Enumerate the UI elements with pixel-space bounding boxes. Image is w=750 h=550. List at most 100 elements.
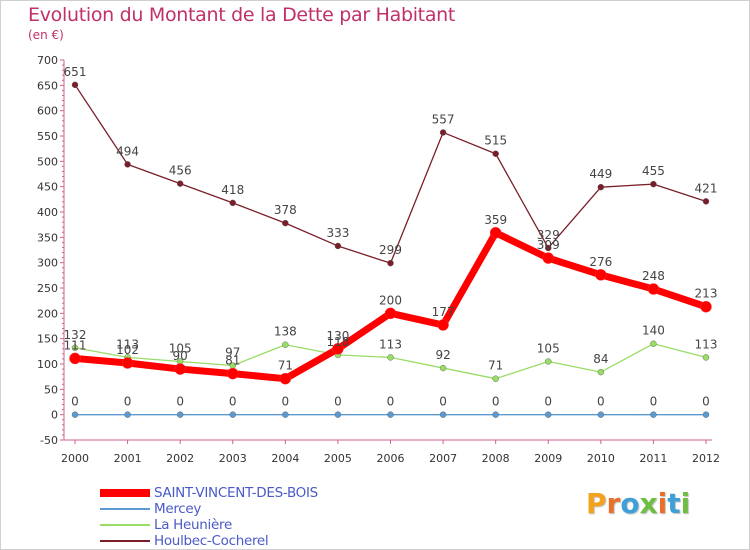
- data-point: [492, 411, 499, 418]
- axes: -50 0 50 100 150 200 250 300 350 400 450 500 550 600 6…: [37, 54, 720, 465]
- chart-title: Evolution du Montant de la Dette par Hab…: [28, 4, 456, 26]
- x-tick-label: 2005: [324, 452, 352, 465]
- y-tick-label: 550: [37, 130, 58, 143]
- data-label: 90: [173, 349, 188, 363]
- x-tick-label: 2002: [166, 452, 194, 465]
- y-tick-label: 350: [37, 231, 58, 244]
- data-point: [702, 354, 710, 361]
- data-label: 0: [124, 395, 132, 409]
- data-point: [69, 352, 81, 365]
- y-tick-label: 600: [37, 105, 58, 118]
- legend-swatch: [100, 489, 150, 497]
- data-point: [489, 227, 502, 239]
- data-point: [229, 199, 236, 207]
- x-tick-label: 2001: [114, 452, 142, 465]
- x-tick-label: 2011: [639, 452, 667, 465]
- legend-label: La Heunière: [154, 517, 232, 533]
- legend-item: Mercey: [100, 501, 400, 517]
- data-point: [542, 252, 554, 264]
- proxiti-logo: Proxiti: [586, 487, 691, 520]
- data-label: 309: [537, 238, 560, 252]
- legend-item: SAINT-VINCENT-DES-BOIS: [100, 485, 400, 501]
- y-tick-label: 250: [37, 282, 58, 295]
- data-label: 92: [435, 348, 450, 362]
- data-label: 71: [488, 359, 503, 373]
- data-label: 113: [695, 337, 718, 351]
- data-label: 456: [169, 164, 192, 178]
- legend-item: Houlbec-Cocherel: [100, 533, 400, 549]
- data-label: 299: [379, 243, 402, 257]
- y-tick-label: 50: [44, 383, 58, 396]
- data-label: 378: [274, 203, 297, 217]
- data-label: 0: [71, 395, 79, 409]
- data-label: 132: [64, 328, 87, 342]
- data-label: 418: [221, 183, 244, 197]
- data-label: 0: [229, 395, 237, 409]
- data-point: [702, 198, 710, 205]
- data-label: 329: [537, 228, 560, 242]
- legend-swatch: [100, 524, 150, 526]
- data-label: 455: [642, 164, 665, 178]
- y-tick-label: 700: [37, 54, 58, 67]
- x-tick-label: 2000: [61, 452, 89, 465]
- data-label: 515: [484, 134, 507, 148]
- legend-label: Houlbec-Cocherel: [154, 533, 269, 549]
- data-point: [595, 269, 607, 281]
- data-point: [650, 411, 657, 418]
- y-tick-label: 150: [37, 333, 58, 346]
- data-label: 200: [379, 293, 402, 307]
- data-label: 276: [589, 255, 612, 269]
- x-tick-label: 2008: [482, 452, 510, 465]
- legend-label: Mercey: [154, 501, 202, 517]
- data-point: [71, 81, 79, 89]
- data-label: 113: [116, 337, 139, 351]
- data-label: 359: [484, 213, 507, 227]
- data-point: [334, 242, 342, 250]
- data-label: 105: [537, 341, 560, 355]
- data-point: [545, 411, 552, 418]
- data-point: [387, 354, 394, 361]
- data-label: 0: [439, 395, 447, 409]
- data-label: 97: [225, 346, 240, 360]
- data-point: [647, 283, 660, 295]
- data-label: 421: [695, 181, 718, 195]
- series-layer: [69, 81, 712, 418]
- data-label: 118: [326, 335, 349, 349]
- data-point: [439, 411, 447, 418]
- y-tick-label: 450: [37, 181, 58, 194]
- data-point: [124, 161, 131, 168]
- data-point: [650, 340, 657, 347]
- data-label: 651: [64, 65, 87, 79]
- x-tick-label: 2012: [692, 452, 720, 465]
- data-label: 81: [225, 354, 240, 368]
- data-point: [492, 150, 499, 157]
- data-point: [387, 411, 394, 418]
- legend-swatch: [100, 540, 150, 542]
- legend: SAINT-VINCENT-DES-BOIS Mercey La Heunière H…: [100, 485, 400, 549]
- data-point: [176, 180, 184, 187]
- y-tick-label: 400: [37, 206, 58, 219]
- x-tick-label: 2009: [534, 452, 562, 465]
- x-tick-label: 2007: [429, 452, 457, 465]
- data-point: [439, 129, 447, 136]
- data-label: 333: [326, 226, 349, 240]
- data-label: 0: [597, 395, 605, 409]
- data-point: [124, 411, 131, 418]
- data-label: 0: [702, 395, 710, 409]
- data-point: [545, 358, 552, 365]
- legend-label: SAINT-VINCENT-DES-BOIS: [154, 485, 318, 501]
- data-point: [282, 341, 289, 348]
- data-point: [597, 368, 605, 376]
- data-point: [282, 411, 289, 418]
- data-point: [492, 375, 499, 382]
- data-label: 140: [642, 324, 665, 338]
- data-label: 248: [642, 269, 665, 283]
- data-label: 494: [116, 144, 139, 158]
- data-label: 0: [544, 395, 552, 409]
- data-label: 71: [278, 359, 293, 373]
- data-point: [700, 300, 712, 313]
- y-tick-label: 100: [37, 358, 58, 371]
- data-point: [332, 343, 344, 355]
- data-point: [71, 344, 79, 351]
- data-point: [597, 183, 605, 191]
